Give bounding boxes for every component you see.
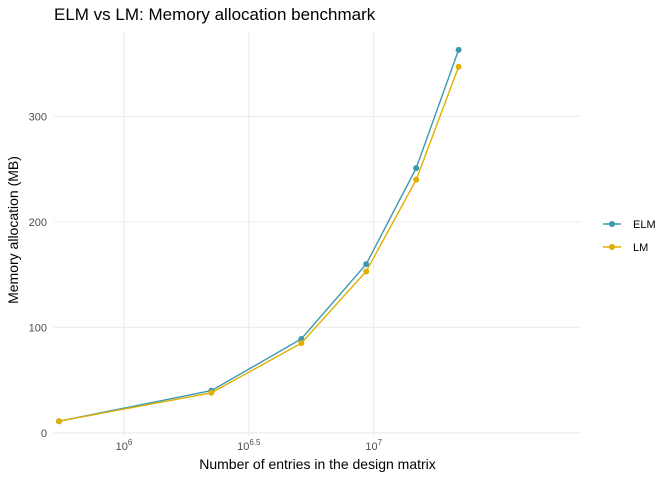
- data-point: [413, 165, 420, 172]
- x-tick-label: 107: [365, 438, 382, 453]
- y-axis-ticks: 0 100 200 300: [29, 111, 47, 439]
- data-point: [455, 46, 462, 53]
- series-line: [58, 66, 460, 422]
- y-axis-title: Memory allocation (MB): [5, 156, 21, 304]
- chart-title: ELM vs LM: Memory allocation benchmark: [54, 5, 376, 24]
- data-point: [298, 335, 305, 342]
- legend-key-point: [609, 244, 615, 250]
- data-point: [455, 63, 462, 70]
- legend-label: LM: [633, 242, 648, 254]
- series-line: [58, 49, 460, 422]
- grid-lines: [54, 32, 581, 436]
- legend-key-point: [609, 221, 615, 227]
- legend-item-elm: ELM: [603, 219, 656, 231]
- data-point: [363, 268, 370, 275]
- plot-panel: [54, 32, 581, 436]
- series-elm: [55, 46, 462, 425]
- x-tick-label: 106: [116, 438, 133, 453]
- data-point: [363, 261, 370, 268]
- data-point: [208, 389, 215, 396]
- data-point: [413, 176, 420, 183]
- x-axis-ticks: 106 106.5 107: [116, 438, 383, 453]
- y-tick-label: 300: [29, 111, 47, 123]
- data-point: [298, 340, 305, 347]
- y-tick-label: 200: [29, 217, 47, 229]
- data-point: [55, 418, 62, 425]
- legend-item-lm: LM: [603, 242, 648, 254]
- x-tick-label: 106.5: [237, 438, 261, 453]
- series-lm: [55, 63, 462, 425]
- x-axis-title: Number of entries in the design matrix: [199, 456, 436, 472]
- legend-label: ELM: [633, 219, 656, 231]
- y-tick-label: 100: [29, 322, 47, 334]
- series-layer: [55, 46, 462, 425]
- legend: ELM LM: [603, 219, 656, 254]
- y-tick-label: 0: [41, 428, 47, 440]
